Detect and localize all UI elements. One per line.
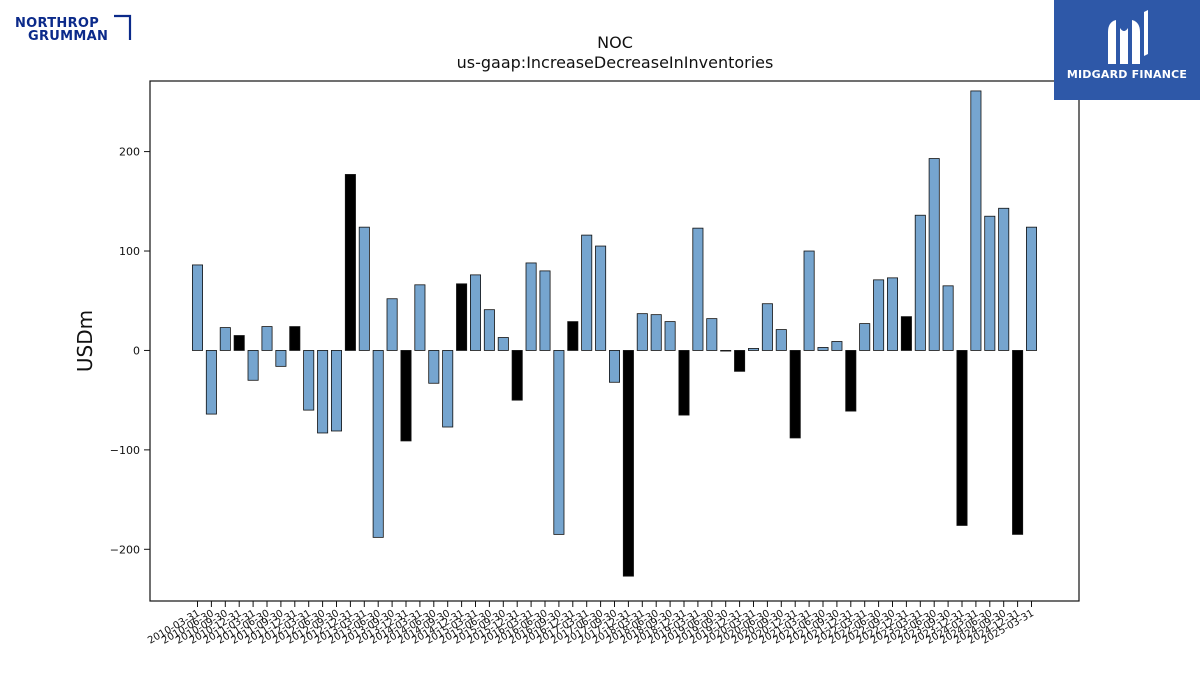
bar-2020-03-31 <box>748 348 760 351</box>
bar-2022-03-31 <box>859 323 871 351</box>
chart-subtitle: us-gaap:IncreaseDecreaseInInventories <box>457 53 774 72</box>
bar-2024-09-30 <box>998 207 1010 351</box>
bar-2024-12-31 <box>1012 350 1024 535</box>
bar-2020-12-31 <box>789 350 801 439</box>
bar-2018-06-30 <box>650 314 662 351</box>
bar-2011-09-30 <box>275 350 287 367</box>
bar-2017-12-31 <box>622 350 634 577</box>
bar-2024-03-31 <box>970 90 982 351</box>
bar-2022-12-31 <box>900 316 912 351</box>
logo-line2: GRUMMAN <box>28 29 108 44</box>
bar-2010-06-30 <box>205 350 217 415</box>
bar-2015-03-31 <box>469 274 481 351</box>
bar-2014-12-31 <box>456 283 468 351</box>
chart-title: NOC <box>597 33 633 52</box>
y-tick-label: 0 <box>133 344 140 357</box>
bar-2020-09-30 <box>775 329 787 351</box>
bar-2023-06-30 <box>928 158 940 351</box>
bar-2021-06-30 <box>817 347 829 351</box>
bar-2017-06-30 <box>595 245 607 351</box>
bar-2013-03-31 <box>358 226 370 351</box>
bar-2022-06-30 <box>873 279 885 351</box>
x-axis-ticks: 2010-03-312010-06-302010-09-302010-12-31… <box>146 601 1036 647</box>
bar-2017-03-31 <box>581 234 593 351</box>
bar-2010-03-31 <box>191 264 203 351</box>
bar-2016-06-30 <box>539 270 551 351</box>
y-axis-label: USDm <box>73 310 97 372</box>
bar-2023-09-30 <box>942 285 954 351</box>
midgard-finance-logo: MIDGARD FINANCE <box>1054 0 1200 100</box>
midgard-brand-text: MIDGARD FINANCE <box>1066 68 1188 81</box>
bar-2021-12-31 <box>845 350 857 412</box>
logo-line1: NORTHROP <box>15 16 99 31</box>
bars-group <box>191 90 1038 577</box>
bar-2017-09-30 <box>609 350 621 383</box>
bar-2019-12-31 <box>734 350 746 372</box>
bar-2011-06-30 <box>261 326 273 351</box>
y-tick-label: −200 <box>110 543 140 556</box>
bar-2020-06-30 <box>761 303 773 351</box>
bar-2022-09-30 <box>887 277 899 351</box>
bar-2024-06-30 <box>984 215 996 351</box>
bar-2019-06-30 <box>706 318 718 351</box>
bar-2014-06-30 <box>428 350 440 384</box>
bar-2011-12-31 <box>289 326 301 351</box>
y-tick-label: −100 <box>110 444 140 457</box>
bar-2012-12-31 <box>344 174 356 351</box>
bar-2013-06-30 <box>372 350 384 538</box>
bar-2011-03-31 <box>247 350 259 381</box>
bar-2013-12-31 <box>400 350 412 442</box>
bar-2019-09-30 <box>720 350 732 352</box>
bar-2015-12-31 <box>511 350 523 401</box>
bar-2016-03-31 <box>525 262 537 351</box>
bar-2019-03-31 <box>692 227 704 351</box>
northrop-grumman-logo: NORTHROP GRUMMAN <box>14 14 144 48</box>
bar-2023-12-31 <box>956 350 968 526</box>
bar-2021-03-31 <box>803 250 815 351</box>
y-axis-ticks: −200 −100 0 100 200 <box>110 146 150 556</box>
bar-2018-12-31 <box>678 350 690 416</box>
y-tick-label: 200 <box>119 146 140 159</box>
bar-2012-09-30 <box>330 350 342 432</box>
y-tick-label: 100 <box>119 245 140 258</box>
bar-2010-09-30 <box>219 327 231 351</box>
bar-2013-09-30 <box>386 298 398 351</box>
bar-2015-06-30 <box>483 309 495 351</box>
bar-2025-03-31 <box>1026 226 1038 351</box>
bar-2016-09-30 <box>553 350 565 535</box>
bar-2021-09-30 <box>831 341 843 351</box>
bar-2018-03-31 <box>636 313 648 351</box>
midgard-mark-icon <box>1108 10 1148 64</box>
plot-frame <box>149 80 1080 602</box>
bar-2014-03-31 <box>414 284 426 351</box>
bar-2010-12-31 <box>233 335 245 351</box>
bar-2015-09-30 <box>497 337 509 351</box>
bar-2023-03-31 <box>914 214 926 351</box>
bar-2018-09-30 <box>664 321 676 351</box>
bar-2012-03-31 <box>303 350 315 411</box>
bar-2012-06-30 <box>317 350 329 434</box>
bar-2014-09-30 <box>442 350 454 428</box>
logo-bracket-icon <box>114 14 132 40</box>
bar-2016-12-31 <box>567 321 579 351</box>
